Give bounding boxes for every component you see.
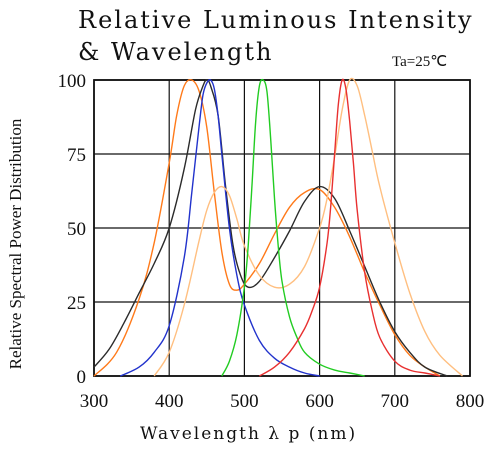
series-line-3	[120, 78, 320, 377]
y-tick-label: 25	[67, 293, 86, 314]
series-line-5	[221, 78, 365, 377]
x-tick-label: 500	[230, 391, 259, 412]
x-tick-label: 600	[305, 391, 334, 412]
y-tick-label: 50	[67, 219, 86, 240]
x-tick-label: 700	[381, 391, 410, 412]
chart-title: Relative Luminous Intensity	[78, 6, 474, 34]
ambient-temperature-note: Ta=25℃	[392, 54, 448, 70]
x-axis-label: Wavelength λ p (nm)	[140, 424, 358, 444]
x-tick-label: 800	[456, 391, 485, 412]
series-line-6	[259, 78, 441, 377]
chart-title-line2: & Wavelength	[78, 38, 274, 66]
series-line-4	[153, 77, 463, 377]
series-line-1	[93, 78, 441, 377]
plot-frame	[93, 79, 471, 377]
series-line-2	[93, 79, 448, 377]
y-tick-label: 75	[67, 145, 86, 166]
x-tick-label: 400	[155, 391, 184, 412]
y-tick-label: 0	[77, 367, 87, 388]
x-tick-label: 300	[80, 391, 109, 412]
y-tick-label: 100	[58, 71, 87, 92]
